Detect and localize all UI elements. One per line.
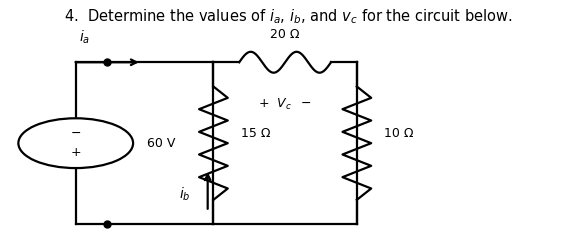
Text: 60 V: 60 V (147, 137, 176, 150)
Circle shape (18, 118, 133, 168)
Text: $i_b$: $i_b$ (179, 186, 191, 203)
Text: 10 Ω: 10 Ω (384, 127, 414, 140)
Text: 20 Ω: 20 Ω (270, 28, 300, 41)
Text: +: + (70, 146, 81, 159)
Text: 15 Ω: 15 Ω (241, 127, 271, 140)
Text: $+\ \ V_c\ \ -$: $+\ \ V_c\ \ -$ (258, 97, 312, 112)
Text: 4.  Determine the values of $i_a$, $i_b$, and $v_c$ for the circuit below.: 4. Determine the values of $i_a$, $i_b$,… (64, 7, 512, 26)
Text: −: − (70, 127, 81, 140)
Text: $i_a$: $i_a$ (79, 29, 90, 46)
